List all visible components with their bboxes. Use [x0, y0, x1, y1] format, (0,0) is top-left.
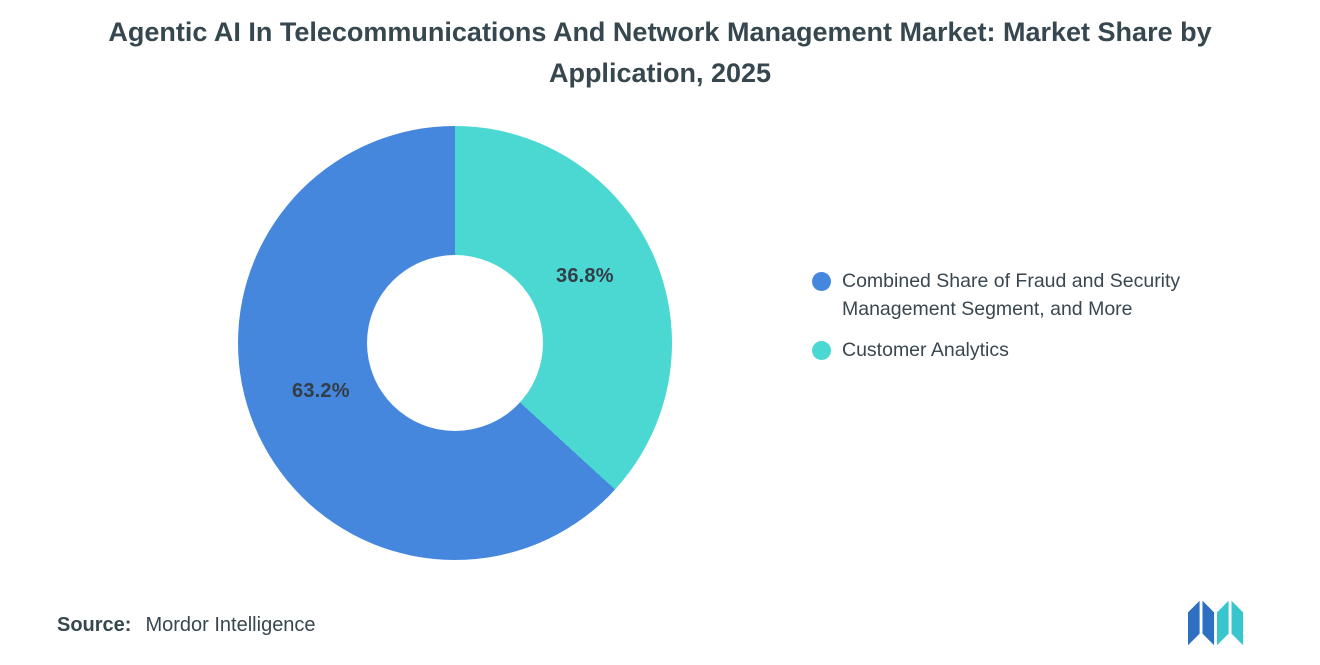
- source-label: Source:: [57, 614, 132, 636]
- legend-label: Combined Share of Fraud and Security Man…: [842, 270, 1181, 320]
- source-line: Source: Mordor Intelligence: [57, 614, 316, 637]
- legend-item-fraud-security: Combined Share of Fraud and Security Man…: [812, 268, 1257, 323]
- donut-hole: [367, 255, 543, 431]
- slice-data-label-fraud-security: 63.2%: [292, 380, 350, 402]
- mordor-intelligence-logo: [1188, 600, 1244, 646]
- legend-label: Customer Analytics: [842, 339, 1009, 362]
- legend: Combined Share of Fraud and Security Man…: [812, 268, 1257, 365]
- chart-title: Agentic AI In Telecommunications And Net…: [108, 17, 1212, 88]
- source-value: Mordor Intelligence: [145, 614, 316, 636]
- legend-marker-icon: [812, 341, 831, 361]
- donut-chart: [238, 126, 672, 560]
- slice-data-label-customer-analytics: 36.8%: [556, 265, 614, 287]
- legend-marker-icon: [812, 272, 831, 291]
- legend-item-customer-analytics: Customer Analytics: [812, 337, 1257, 365]
